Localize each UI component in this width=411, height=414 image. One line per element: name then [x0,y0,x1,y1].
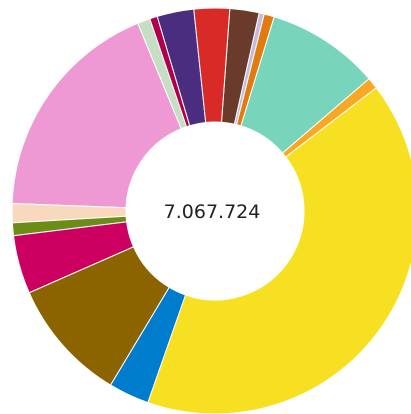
donut-hole [126,122,304,300]
center-total-label: 7.067.724 [164,201,261,223]
